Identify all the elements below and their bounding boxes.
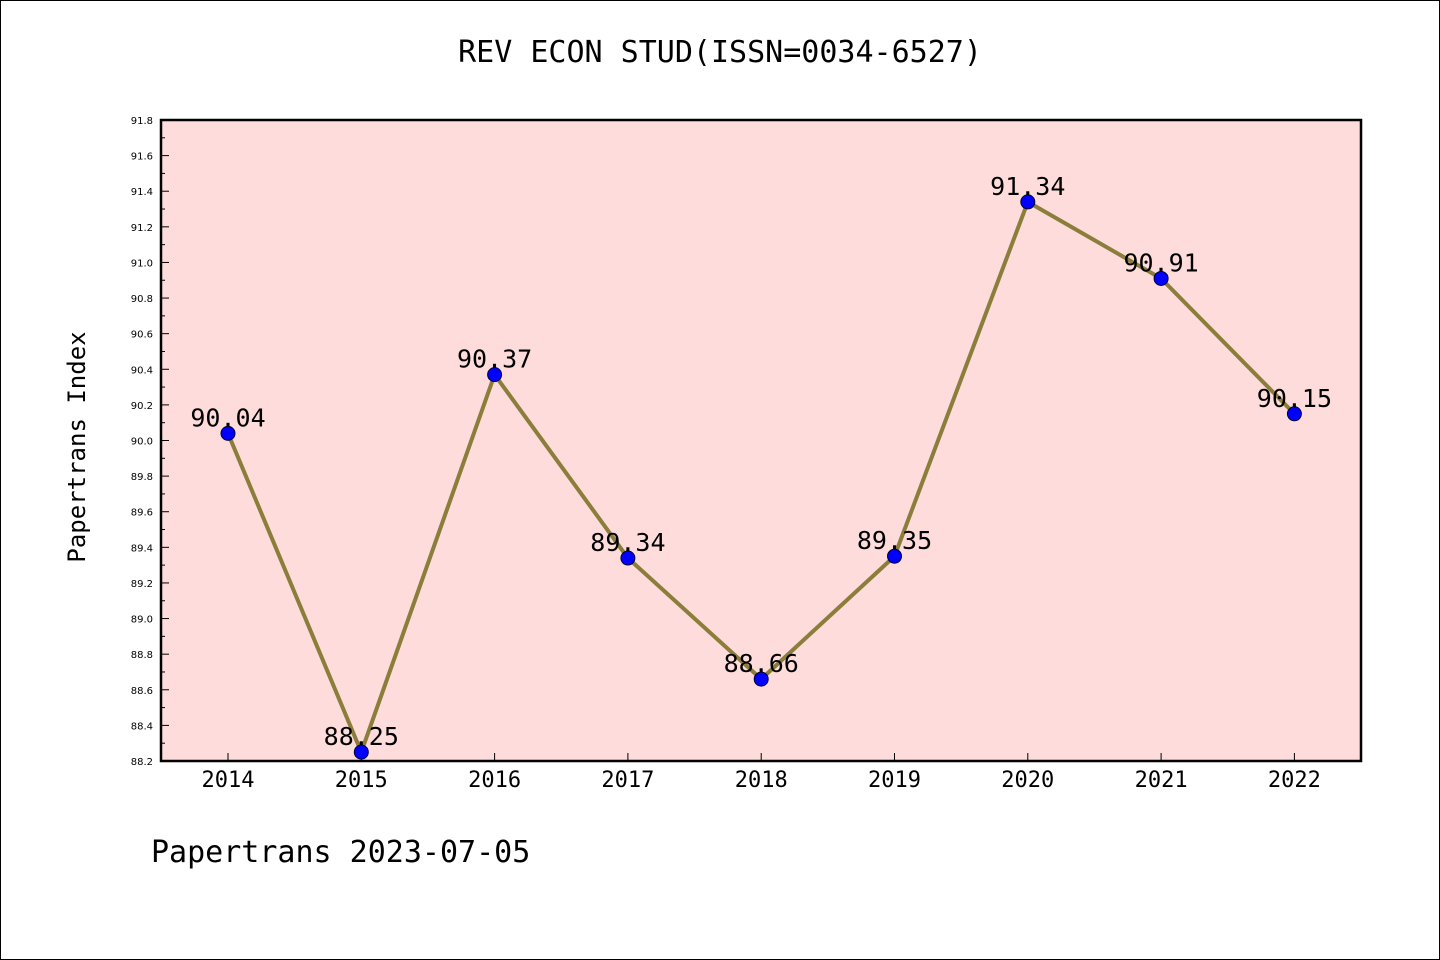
data-label: 88.25 xyxy=(324,722,399,751)
y-tick-label: 91.6 xyxy=(131,152,153,163)
y-tick-label: 88.6 xyxy=(131,686,153,697)
x-tick-label: 2014 xyxy=(202,768,255,793)
chart-title: REV ECON STUD(ISSN=0034-6527) xyxy=(458,35,982,70)
plot-area xyxy=(161,120,1361,761)
data-label: 90.37 xyxy=(457,345,532,374)
y-tick-label: 90.2 xyxy=(131,401,153,412)
plot-frame xyxy=(159,118,1363,763)
data-point xyxy=(887,548,902,564)
y-tick-label: 91.8 xyxy=(131,116,153,127)
x-tick-label: 2022 xyxy=(1268,768,1321,793)
data-point xyxy=(620,550,636,566)
y-tick-label: 88.4 xyxy=(131,721,153,732)
data-label: 89.34 xyxy=(590,528,665,557)
y-tick-label: 89.6 xyxy=(131,508,153,519)
y-tick-label: 89.8 xyxy=(131,472,153,483)
x-tick-label: 2020 xyxy=(1001,768,1054,793)
y-tick-label: 88.8 xyxy=(131,650,153,661)
x-tick-label: 2019 xyxy=(868,768,921,793)
data-point xyxy=(487,367,503,383)
data-point xyxy=(1286,406,1302,422)
data-label: 90.15 xyxy=(1257,384,1332,413)
data-label: 88.66 xyxy=(724,649,799,678)
y-tick-label: 91.0 xyxy=(131,258,153,269)
y-tick-label: 91.4 xyxy=(131,187,153,198)
data-point xyxy=(753,671,769,687)
data-label: 89.35 xyxy=(857,526,932,555)
y-tick-label: 89.0 xyxy=(131,615,153,626)
data-point xyxy=(220,425,236,441)
x-tick-label: 2018 xyxy=(735,768,788,793)
y-tick-label: 89.2 xyxy=(131,579,153,590)
y-tick-label: 90.8 xyxy=(131,294,153,305)
data-label: 90.04 xyxy=(190,403,265,432)
y-tick-label: 91.2 xyxy=(131,223,153,234)
x-tick-label: 2017 xyxy=(601,768,654,793)
y-tick-label: 89.4 xyxy=(131,543,153,554)
x-tick-label: 2015 xyxy=(335,768,388,793)
y-tick-label: 90.6 xyxy=(131,330,153,341)
footer-date: Papertrans 2023-07-05 xyxy=(151,835,531,870)
y-tick-label: 90.4 xyxy=(131,365,153,376)
data-point xyxy=(353,744,369,760)
x-tick-label: 2016 xyxy=(468,768,521,793)
data-point xyxy=(1020,194,1036,210)
x-tick-label: 2021 xyxy=(1135,768,1188,793)
y-tick-label: 90.0 xyxy=(131,437,153,448)
y-tick-label: 88.2 xyxy=(131,757,153,768)
data-point xyxy=(1153,270,1169,286)
data-label: 90.91 xyxy=(1123,248,1198,277)
data-label: 91.34 xyxy=(990,172,1065,201)
